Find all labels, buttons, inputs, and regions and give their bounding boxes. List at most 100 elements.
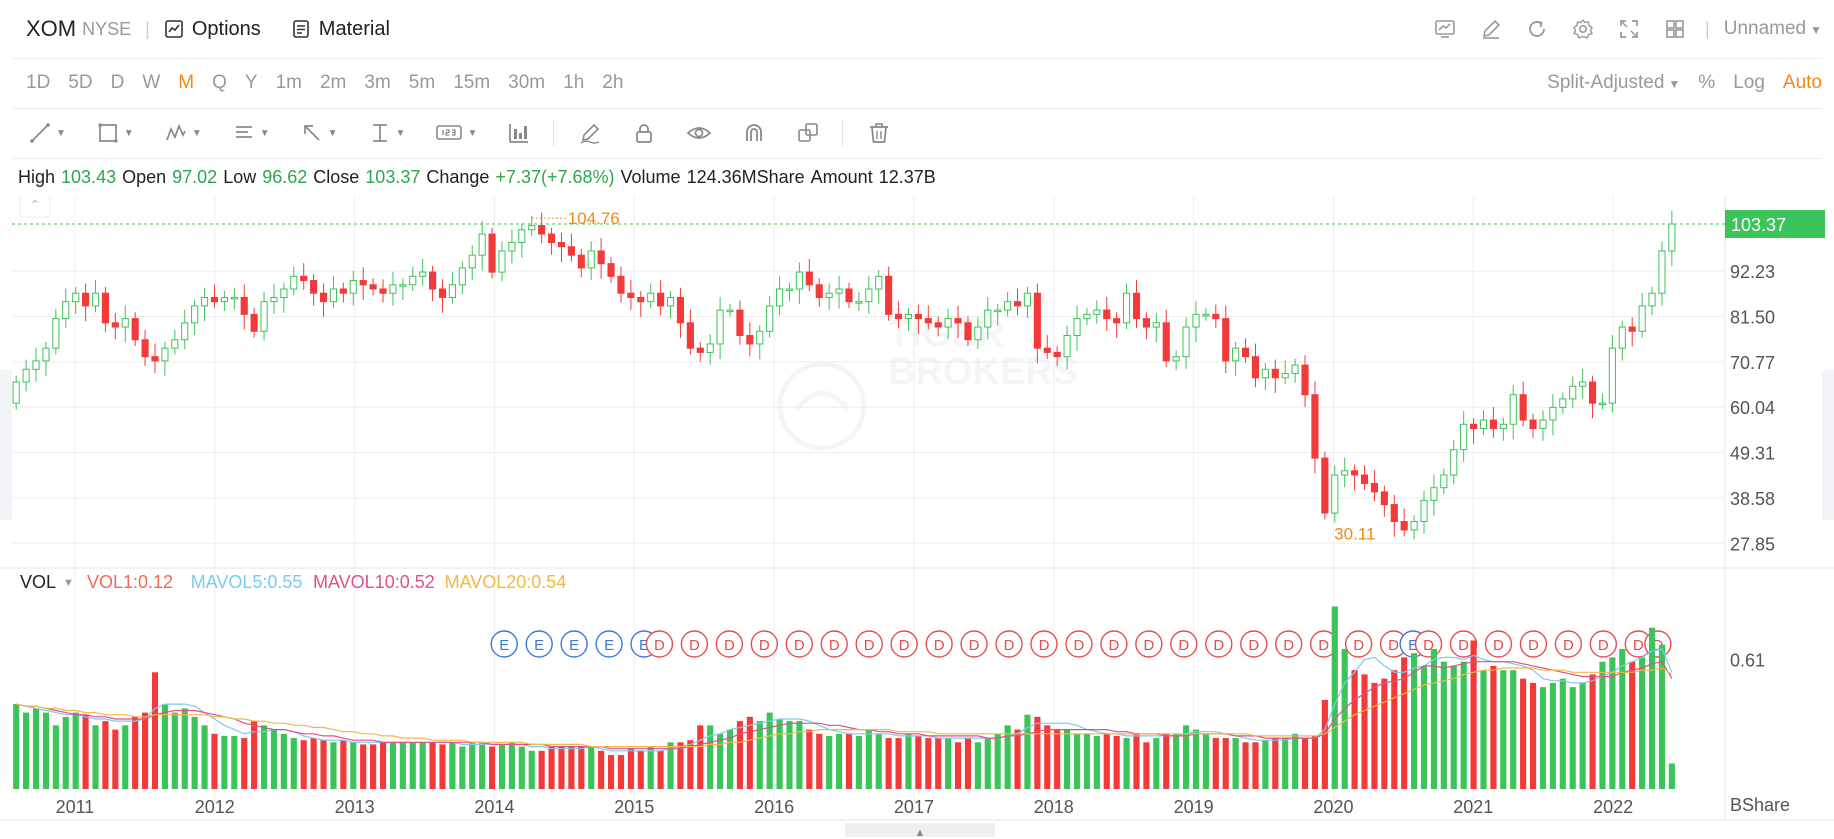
chevron-down-icon: ▼ (56, 127, 66, 139)
dividend-marker[interactable]: D (645, 630, 674, 658)
material-button[interactable]: Material (291, 18, 390, 41)
dividend-marker[interactable]: D (1554, 630, 1583, 658)
dividend-marker[interactable]: D (1309, 630, 1338, 658)
period-3m[interactable]: 3m (364, 72, 391, 93)
left-panel-toggle[interactable] (0, 370, 12, 520)
log-scale-button[interactable]: Log (1733, 72, 1765, 93)
dividend-marker[interactable]: D (1135, 630, 1163, 658)
dividend-marker[interactable]: D (1344, 630, 1373, 658)
earnings-marker[interactable]: E (560, 630, 588, 658)
dividend-marker[interactable]: D (1205, 630, 1233, 658)
period-D[interactable]: D (110, 72, 125, 93)
period-30m[interactable]: 30m (508, 72, 546, 93)
dividend-marker[interactable]: D (1589, 630, 1618, 658)
indicator-chart-icon[interactable] (1431, 15, 1459, 43)
volume-bar (310, 738, 317, 789)
period-Q[interactable]: Q (212, 72, 227, 93)
dividend-marker[interactable]: D (820, 630, 848, 658)
earnings-marker[interactable]: E (490, 630, 518, 658)
dividend-marker[interactable]: D (855, 630, 883, 658)
earnings-marker[interactable]: E (595, 630, 623, 658)
period-2m[interactable]: 2m (319, 72, 347, 93)
magnet-tool[interactable] (742, 121, 766, 145)
clone-tool[interactable] (796, 121, 820, 145)
dividend-marker[interactable]: D (715, 630, 744, 658)
auto-scale-button[interactable]: Auto (1782, 72, 1822, 93)
candle (12, 375, 20, 410)
settings-gear-icon[interactable] (1569, 15, 1597, 43)
candle-body (676, 296, 685, 324)
dividend-marker[interactable]: D (1030, 630, 1058, 658)
dividend-marker[interactable]: D (960, 630, 988, 658)
event-circle (645, 630, 674, 658)
refresh-icon[interactable] (1523, 15, 1551, 43)
wave-pattern-tool[interactable]: ▼ (164, 121, 202, 145)
price-label-tool[interactable]: ▼ (435, 121, 477, 145)
dividend-marker[interactable]: D (1379, 630, 1408, 658)
right-panel-toggle[interactable] (1822, 370, 1834, 520)
dividend-marker[interactable]: D (1519, 630, 1548, 658)
period-W[interactable]: W (142, 72, 161, 93)
indicator-bars-tool[interactable] (507, 121, 531, 145)
trend-line-tool[interactable]: ▼ (28, 121, 66, 145)
candle (1420, 490, 1428, 534)
delete-drawings-tool[interactable] (867, 121, 891, 145)
dividend-marker[interactable]: D (1414, 630, 1443, 658)
period-M[interactable]: M (178, 72, 195, 93)
period-15m[interactable]: 15m (453, 72, 491, 93)
stock-chart[interactable]: TIGER BROKERS 92.23 81.50 70.77 60.04 49.31 3… (0, 196, 1834, 839)
volume-bar (697, 725, 704, 789)
dividend-marker[interactable]: D (1170, 630, 1198, 658)
hide-drawings-tool[interactable] (686, 121, 712, 145)
candle (22, 359, 30, 392)
period-Y[interactable]: Y (244, 72, 258, 93)
arrow-tool[interactable]: ▼ (300, 121, 338, 145)
period-1D[interactable]: 1D (26, 72, 51, 93)
dividend-marker[interactable]: D (1484, 630, 1513, 658)
volume-bar (835, 733, 843, 789)
ticker-symbol[interactable]: XOM (26, 16, 77, 41)
volume-bar (1232, 738, 1239, 789)
fullscreen-icon[interactable] (1615, 15, 1643, 43)
dividend-marker[interactable]: D (1240, 630, 1268, 658)
dividend-marker[interactable]: D (750, 630, 779, 658)
dividend-marker[interactable]: D (1100, 630, 1128, 658)
dividend-marker[interactable]: D (785, 630, 813, 658)
candle-body (597, 250, 605, 265)
dividend-marker[interactable]: D (925, 630, 953, 658)
layout-grid-icon[interactable] (1661, 15, 1689, 43)
period-5D[interactable]: 5D (68, 72, 93, 93)
candle-body (290, 275, 298, 290)
text-note-tool[interactable]: ▼ (232, 121, 270, 145)
brush-tool[interactable] (578, 121, 602, 145)
volume-bar (617, 755, 625, 789)
dividend-marker[interactable]: D (1275, 630, 1303, 658)
scroll-handle[interactable] (845, 823, 995, 837)
dividend-marker[interactable]: D (995, 630, 1023, 658)
period-1m[interactable]: 1m (275, 72, 302, 93)
period-2h[interactable]: 2h (602, 72, 624, 93)
layout-name-dropdown[interactable]: Unnamed ▼ (1724, 18, 1822, 40)
candle (1351, 464, 1359, 491)
volume-bar (1083, 733, 1090, 789)
edit-pencil-icon[interactable] (1477, 15, 1505, 43)
event-label: D (864, 637, 875, 654)
measure-tool[interactable]: ▼ (368, 121, 405, 145)
dividend-marker[interactable]: D (890, 630, 918, 658)
volume-bar (1123, 738, 1130, 789)
price-tick: 81.50 (1730, 307, 1775, 327)
options-button[interactable]: Options (164, 18, 261, 41)
volume-bar (1272, 738, 1279, 789)
split-adjusted-dropdown[interactable]: Split-Adjusted ▼ (1529, 72, 1680, 94)
period-5m[interactable]: 5m (408, 72, 436, 93)
collapse-button[interactable] (19, 196, 51, 218)
period-1h[interactable]: 1h (563, 72, 585, 93)
rectangle-tool[interactable]: ▼ (96, 121, 134, 145)
lock-drawings-tool[interactable] (632, 121, 656, 145)
chevron-down-icon[interactable]: ▼ (63, 577, 74, 589)
candle-body (1271, 368, 1279, 379)
dividend-marker[interactable]: D (680, 630, 709, 658)
dividend-marker[interactable]: D (1065, 630, 1093, 658)
percent-scale-button[interactable]: % (1698, 72, 1716, 93)
earnings-marker[interactable]: E (525, 630, 553, 658)
